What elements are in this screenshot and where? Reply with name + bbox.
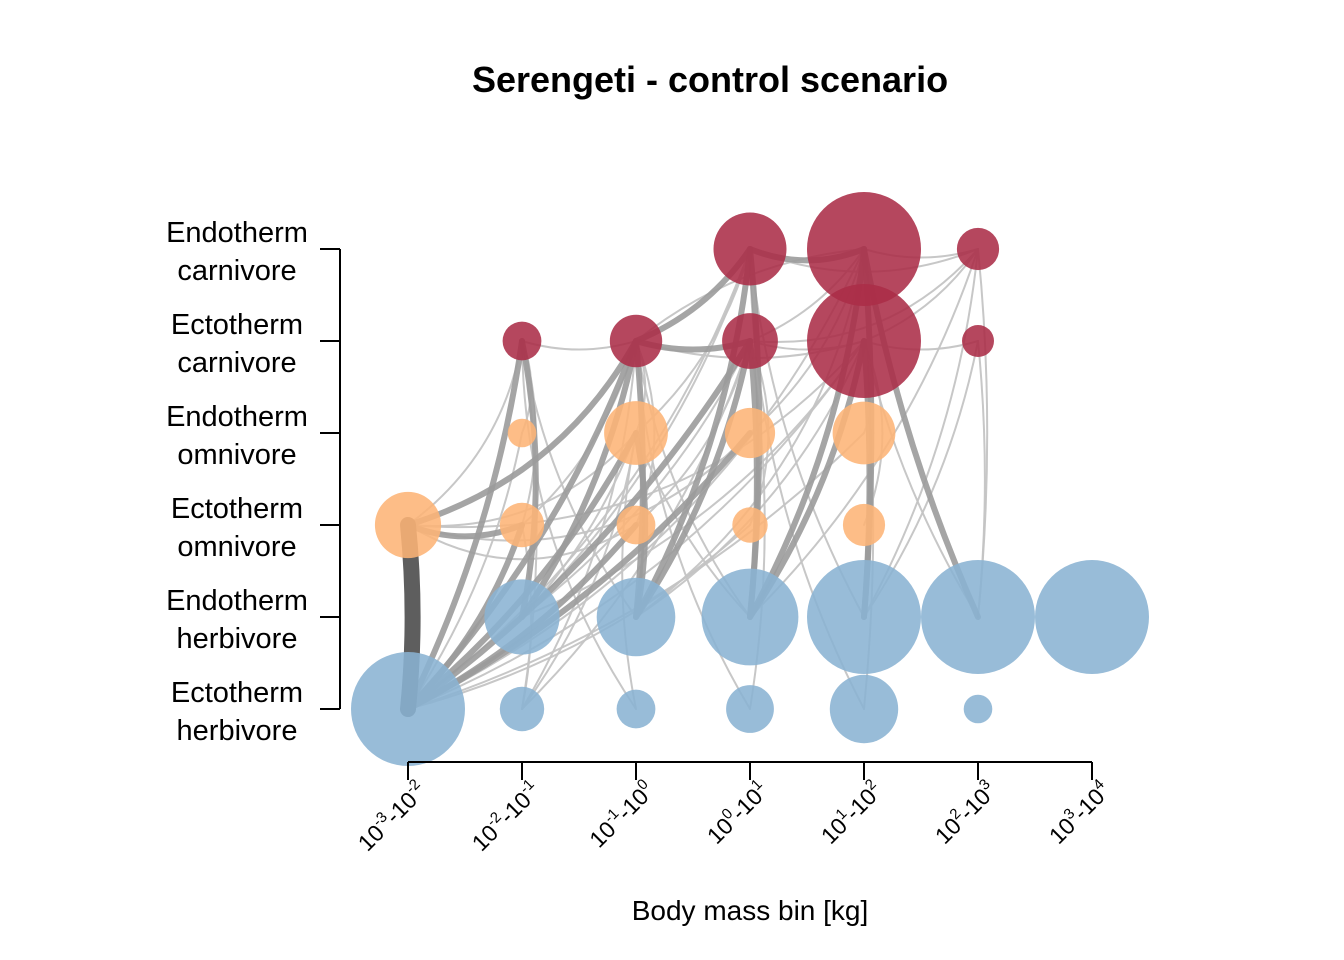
- y-tick-label: Endotherm carnivore: [166, 217, 308, 287]
- y-tick-label: Ectotherm carnivore: [171, 309, 303, 379]
- flow-link: [521, 340, 865, 618]
- chart-title: Serengeti - control scenario: [472, 59, 948, 100]
- node-herbivore-bin-3: [726, 685, 774, 733]
- node-carnivore-bin-4: [807, 284, 921, 398]
- node-herbivore-bin-3: [701, 568, 799, 666]
- y-axis: Ectotherm herbivore Endotherm herbivore Ecto…: [166, 217, 341, 747]
- node-carnivore-bin-2: [609, 314, 663, 368]
- flow-link: [519, 338, 639, 620]
- node-omnivore-bin-1: [507, 418, 537, 448]
- node-herbivore-bin-1: [499, 686, 545, 732]
- node-carnivore-bin-5: [962, 325, 994, 357]
- flow-link: [521, 340, 637, 710]
- node-omnivore-bin-4: [842, 503, 886, 547]
- node-herbivore-bin-6: [1035, 560, 1149, 674]
- node-omnivore-bin-2: [616, 505, 656, 545]
- node-herbivore-bin-1: [484, 579, 560, 655]
- node-omnivore-bin-3: [732, 507, 768, 543]
- x-tick-label: 102-103: [928, 776, 1001, 849]
- x-tick-label: 101-102: [814, 776, 887, 849]
- flow-link: [633, 246, 753, 620]
- y-tick-label: Ectotherm omnivore: [171, 493, 303, 563]
- node-herbivore-bin-2: [616, 689, 656, 729]
- flow-link: [621, 432, 637, 710]
- node-carnivore-bin-3: [722, 313, 778, 369]
- node-omnivore-bin-1: [499, 502, 545, 548]
- x-tick-label: 10-2-10-1: [465, 776, 545, 856]
- node-herbivore-bin-4: [807, 560, 921, 674]
- flow-link: [405, 338, 753, 712]
- node-omnivore-bin-3: [724, 407, 776, 459]
- x-tick-label: 100-101: [700, 776, 773, 849]
- node-herbivore-bin-5: [963, 694, 993, 724]
- x-tick-label: 10-1-100: [583, 776, 660, 853]
- y-tick-label: Endotherm omnivore: [166, 401, 308, 471]
- node-herbivore-bin-0: [351, 652, 465, 766]
- x-axis: 10-3-10-2 10-2-10-1 10-1-100 100-101 101-102…: [351, 761, 1115, 856]
- biomass-nodes: [351, 192, 1149, 766]
- node-omnivore-bin-2: [604, 401, 668, 465]
- node-herbivore-bin-4: [829, 674, 899, 744]
- y-tick-label: Endotherm herbivore: [166, 585, 308, 655]
- flow-link: [521, 340, 637, 710]
- node-omnivore-bin-4: [832, 401, 896, 465]
- node-herbivore-bin-5: [921, 560, 1035, 674]
- node-carnivore-bin-1: [502, 321, 542, 361]
- node-omnivore-bin-0: [374, 491, 442, 559]
- x-axis-label: Body mass bin [kg]: [632, 895, 869, 926]
- node-herbivore-bin-2: [596, 577, 676, 657]
- x-tick-label: 103-104: [1042, 776, 1115, 849]
- node-carnivore-bin-5: [956, 227, 1000, 271]
- flow-link: [405, 338, 639, 528]
- node-carnivore-bin-4: [807, 192, 921, 306]
- node-carnivore-bin-3: [713, 212, 787, 286]
- y-tick-label: Ectotherm herbivore: [171, 677, 303, 747]
- x-tick-label: 10-3-10-2: [351, 776, 431, 856]
